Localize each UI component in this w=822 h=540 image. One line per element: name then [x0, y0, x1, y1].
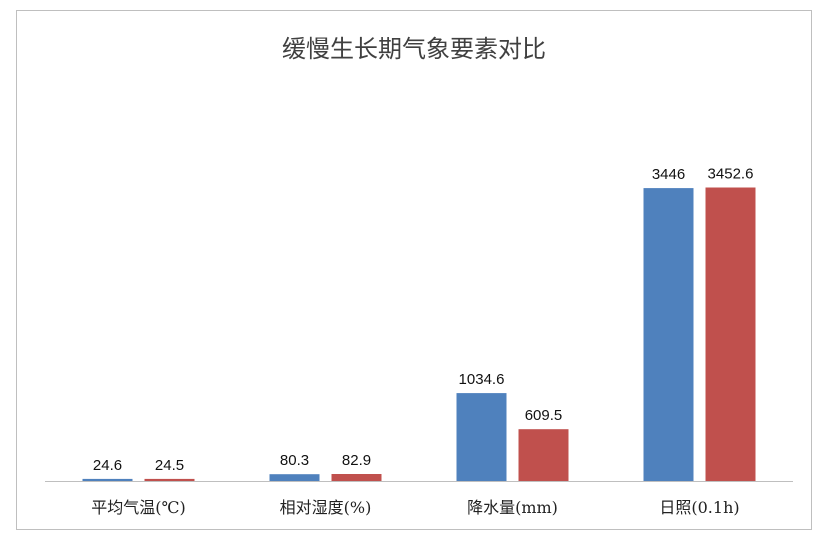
data-label-s2-1: 24.5: [155, 457, 184, 474]
data-label-s1-4: 3446: [652, 166, 685, 183]
bar-s2-2: [331, 474, 382, 481]
bar-s2-4: [705, 187, 756, 481]
category-label-4: 日照(0.1h): [659, 498, 739, 517]
bar-s1-3: [456, 393, 507, 481]
bar-chart: 缓慢生长期气象要素对比 24.6 24.5 80.3 82.9 1034.6 609.5 3…: [45, 35, 793, 517]
data-label-s1-1: 24.6: [93, 457, 122, 474]
chart-title: 缓慢生长期气象要素对比: [282, 35, 546, 63]
data-label-s1-3: 1034.6: [459, 371, 505, 388]
category-label-2: 相对湿度(%): [280, 498, 372, 517]
data-label-s2-3: 609.5: [525, 407, 563, 424]
bar-s2-1: [144, 478, 195, 481]
data-labels-group: 24.6 24.5 80.3 82.9 1034.6 609.5 3446 3452.6: [93, 166, 754, 474]
data-label-s1-2: 80.3: [280, 452, 309, 469]
category-labels-group: 平均气温(℃) 相对湿度(%) 降水量(mm) 日照(0.1h): [91, 498, 739, 517]
data-label-s2-2: 82.9: [342, 452, 371, 469]
bar-s1-2: [269, 474, 320, 481]
bar-s1-4: [643, 188, 694, 481]
data-label-s2-4: 3452.6: [708, 166, 754, 183]
category-label-3: 降水量(mm): [467, 498, 558, 517]
bar-s1-1: [82, 478, 133, 481]
chart-frame: 缓慢生长期气象要素对比 24.6 24.5 80.3 82.9 1034.6 609.5 3…: [16, 10, 812, 530]
bar-s2-3: [518, 429, 569, 481]
category-label-1: 平均气温(℃): [91, 498, 185, 517]
bars-group: [82, 187, 756, 481]
